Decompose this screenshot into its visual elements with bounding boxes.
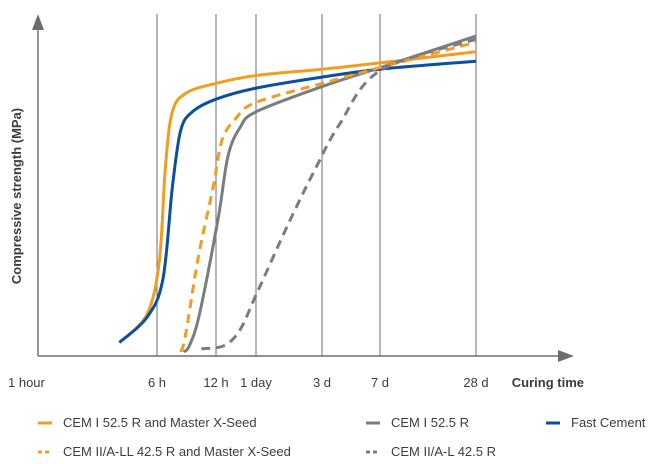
y-axis-arrow-icon (32, 14, 44, 30)
series-line-cem-i-52-5-r (182, 34, 477, 354)
x-axis-title: Curing time (512, 375, 584, 390)
axes (32, 14, 574, 362)
series-lines (118, 34, 477, 354)
legend-item-cem-ii-a-l-42-5-r: CEM II/A-L 42.5 R (366, 444, 496, 459)
x-tick-6-h: 6 h (148, 375, 166, 390)
legend: CEM I 52.5 R and Master X-Seed CEM I 52.5… (38, 415, 646, 459)
x-tick-1-day: 1 day (240, 375, 272, 390)
x-tick-7-d: 7 d (371, 375, 389, 390)
x-tick-1-hour: 1 hour (8, 375, 46, 390)
series-line-fast-cement (118, 59, 477, 344)
legend-label: Fast Cement (571, 415, 646, 430)
series-line-cem-ii-a-l-42-5-r (201, 37, 477, 351)
legend-item-fast-cement: Fast Cement (546, 415, 646, 430)
legend-item-cem-i-52-5-r-and-master-x-seed: CEM I 52.5 R and Master X-Seed (38, 415, 257, 430)
x-tick-12-h: 12 h (203, 375, 228, 390)
series-line-cem-ii-a-ll-42-5-r-and-master-x-seed (179, 40, 477, 353)
y-axis-title: Compressive strength (MPa) (9, 108, 24, 284)
legend-label: CEM I 52.5 R (391, 415, 469, 430)
legend-item-cem-ii-a-ll-42-5-r-and-master-x-seed: CEM II/A-LL 42.5 R and Master X-Seed (38, 444, 291, 459)
legend-label: CEM II/A-LL 42.5 R and Master X-Seed (63, 444, 291, 459)
legend-item-cem-i-52-5-r: CEM I 52.5 R (366, 415, 469, 430)
legend-label: CEM I 52.5 R and Master X-Seed (63, 415, 257, 430)
x-axis-arrow-icon (558, 350, 574, 362)
x-tick-3-d: 3 d (313, 375, 331, 390)
series-line-cem-i-52-5-r-and-master-x-seed (118, 50, 477, 344)
legend-label: CEM II/A-L 42.5 R (391, 444, 496, 459)
x-tick-28-d: 28 d (463, 375, 488, 390)
x-tick-labels: 1 hour 6 h 12 h 1 day 3 d 7 d 28 d (8, 375, 489, 390)
